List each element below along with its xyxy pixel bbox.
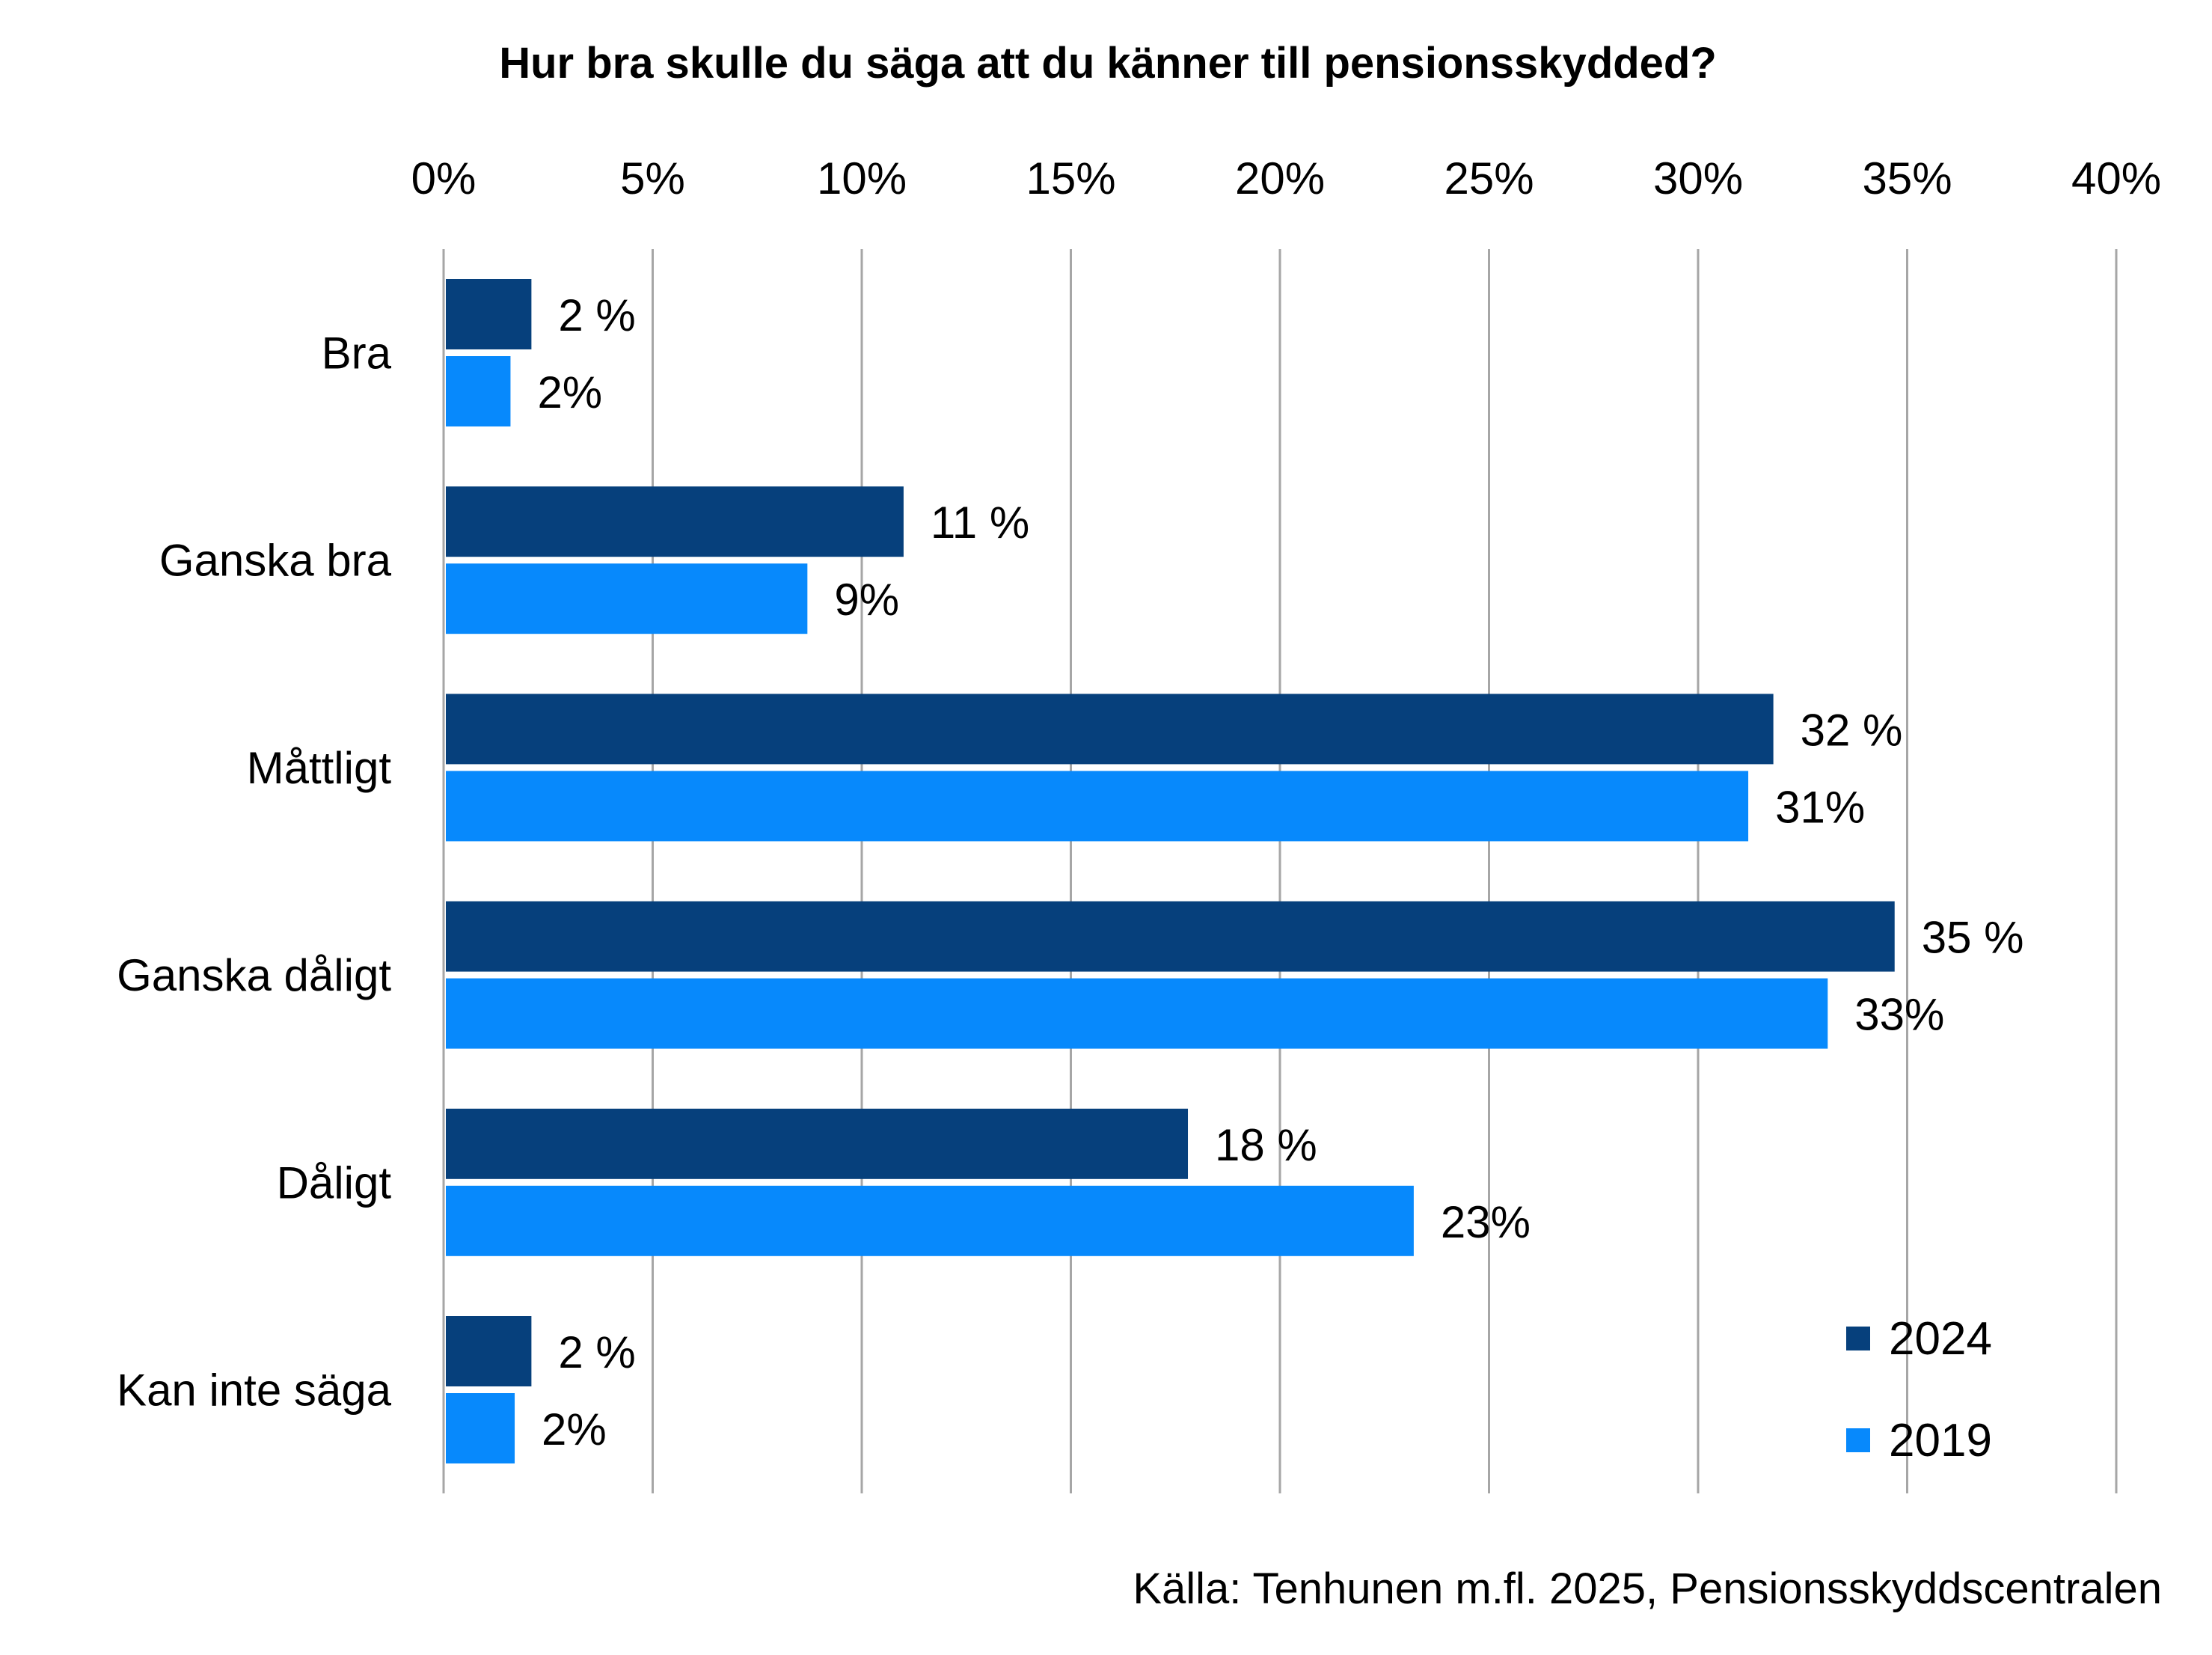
category-label: Måttligt (247, 743, 392, 793)
bar-2024-5 (446, 1316, 532, 1386)
source-note: Källa: Tenhunen m.fl. 2025, Pensionsskyd… (1133, 1564, 2162, 1613)
chart-title: Hur bra skulle du säga att du känner til… (499, 39, 1717, 88)
legend: 2024 2019 (1846, 1313, 1992, 1466)
legend-label-2019: 2019 (1889, 1415, 1992, 1466)
bar-2024-4 (446, 1108, 1189, 1179)
category-label: Dåligt (277, 1157, 392, 1208)
x-tick-label: 20% (1235, 153, 1325, 204)
data-label-2019: 2% (542, 1404, 607, 1454)
x-tick-label: 35% (1862, 153, 1952, 204)
bar-2024-3 (446, 901, 1895, 972)
x-tick-label: 40% (2071, 153, 2161, 204)
category-labels: Bra Ganska bra Måttligt Ganska dåligt Dåligt… (117, 328, 392, 1416)
data-label-2024: 35 % (1922, 913, 2024, 963)
data-label-2019: 2% (537, 367, 602, 417)
bar-2024-0 (446, 279, 532, 349)
data-label-2024: 2 % (558, 1327, 635, 1377)
data-label-2024: 2 % (558, 290, 635, 340)
x-axis-ticks: 0% 5% 10% 15% 20% 25% 30% 35% 40% (411, 153, 2161, 204)
legend-swatch-2024 (1846, 1327, 1870, 1350)
x-tick-label: 30% (1653, 153, 1743, 204)
bar-2024-1 (446, 486, 904, 557)
bar-2019-1 (446, 563, 808, 634)
data-label-2024: 11 % (931, 498, 1029, 548)
x-tick-label: 5% (620, 153, 685, 204)
data-labels: 2 % 11 % 32 % 35 % 18 % 2 % 2% 9% 31% 33% 23% 2% (537, 290, 2023, 1454)
data-label-2019: 23% (1441, 1197, 1531, 1247)
legend-swatch-2019 (1846, 1428, 1870, 1452)
bar-2019-4 (446, 1185, 1414, 1256)
bar-2019-5 (446, 1393, 515, 1463)
data-label-2019: 9% (834, 575, 899, 625)
bars (446, 279, 1895, 1463)
x-tick-label: 15% (1026, 153, 1115, 204)
data-label-2019: 31% (1775, 782, 1865, 832)
gridlines (442, 249, 2118, 1493)
data-label-2019: 33% (1854, 990, 1944, 1040)
data-label-2024: 18 % (1215, 1120, 1317, 1170)
data-label-2024: 32 % (1801, 705, 1903, 755)
bar-2019-2 (446, 771, 1749, 842)
x-tick-label: 0% (411, 153, 477, 204)
legend-label-2024: 2024 (1889, 1313, 1992, 1365)
category-label: Ganska dåligt (117, 950, 391, 1000)
bar-2019-3 (446, 978, 1828, 1049)
category-label: Bra (322, 328, 392, 379)
bar-2019-0 (446, 356, 511, 426)
category-label: Ganska bra (159, 536, 392, 586)
x-tick-label: 25% (1444, 153, 1534, 204)
x-tick-label: 10% (817, 153, 907, 204)
category-label: Kan inte säga (117, 1365, 392, 1416)
bar-2024-2 (446, 694, 1774, 765)
